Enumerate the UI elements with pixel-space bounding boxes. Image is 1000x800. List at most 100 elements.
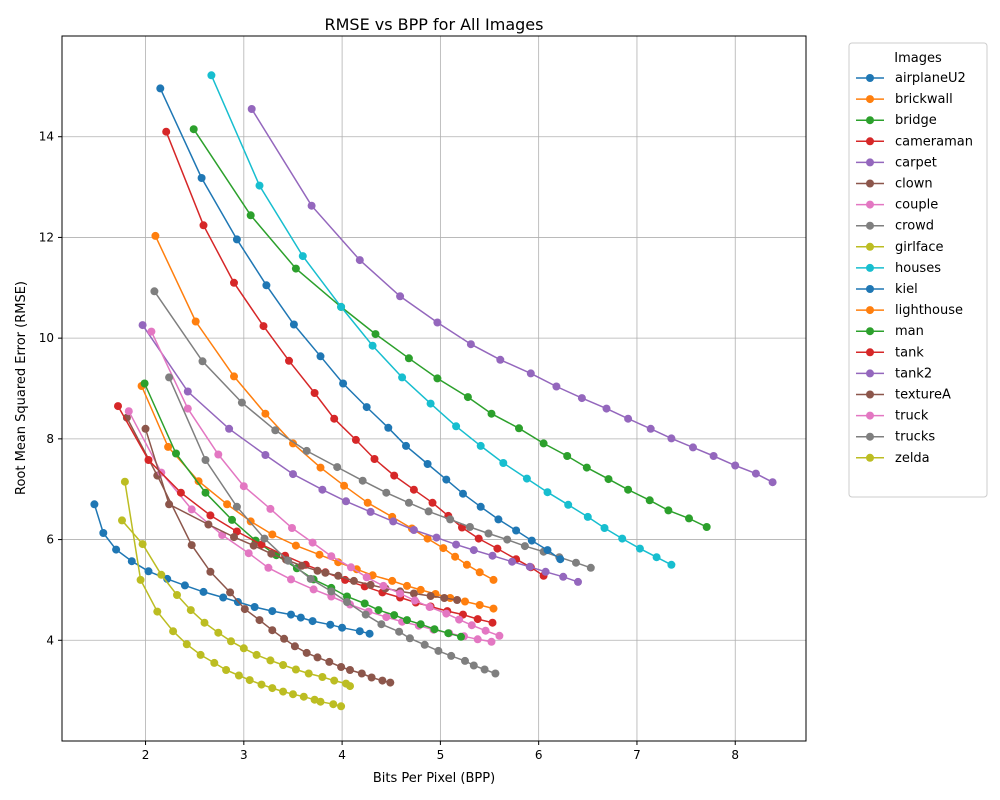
legend-label: carpet	[895, 155, 937, 170]
data-point-kiel	[527, 536, 536, 545]
x-tick-label: 4	[338, 748, 346, 762]
data-point-houses	[255, 181, 264, 190]
data-point-crowd	[271, 426, 280, 435]
data-point-bridge	[515, 424, 523, 433]
y-tick-label: 14	[39, 130, 54, 144]
data-point-zelda	[299, 692, 308, 701]
x-tick-label: 7	[633, 748, 641, 762]
data-point-carpet	[731, 461, 740, 470]
data-point-zelda	[329, 700, 338, 709]
data-point-tank	[144, 456, 153, 464]
legend-marker	[866, 369, 874, 378]
series-truck	[147, 327, 504, 640]
data-point-truck	[308, 538, 317, 547]
data-point-zelda	[182, 640, 191, 649]
data-point-brickwall	[261, 409, 270, 418]
data-point-clown	[357, 669, 366, 678]
data-point-tank2	[452, 540, 461, 549]
data-point-girlface	[291, 665, 300, 674]
data-point-truck	[455, 615, 464, 624]
data-point-man	[140, 379, 149, 388]
data-point-cameraman	[409, 485, 418, 494]
data-point-brickwall	[423, 534, 432, 543]
data-point-brickwall	[230, 372, 238, 381]
data-point-houses	[618, 534, 627, 543]
data-point-tank	[206, 511, 215, 520]
data-point-man	[416, 620, 425, 629]
data-point-trucks	[260, 534, 269, 543]
data-point-kiel	[423, 460, 432, 468]
legend-item-houses: houses	[856, 261, 941, 276]
data-point-crowd	[446, 515, 455, 524]
legend-item-bridge: bridge	[856, 113, 937, 128]
legend-item-man: man	[856, 324, 924, 339]
data-point-trucks	[420, 640, 429, 649]
data-point-cameraman	[310, 389, 319, 397]
data-point-carpet	[577, 394, 586, 403]
data-point-brickwall	[439, 544, 448, 553]
data-point-man	[403, 616, 411, 625]
data-point-lighthouse	[446, 594, 455, 602]
data-point-houses	[635, 544, 644, 553]
data-point-couple	[473, 635, 482, 644]
data-point-cameraman	[370, 455, 379, 463]
data-point-airplaneU2	[199, 587, 208, 596]
data-point-trucks	[469, 661, 478, 670]
data-point-couple	[124, 407, 133, 416]
data-point-houses	[476, 441, 485, 450]
data-point-bridge	[664, 506, 673, 515]
data-point-zelda	[257, 680, 266, 689]
data-point-lighthouse	[388, 576, 397, 585]
legend-item-lighthouse: lighthouse	[856, 303, 963, 318]
legend-item-girlface: girlface	[856, 240, 944, 255]
data-point-bridge	[645, 496, 654, 505]
data-point-couple	[487, 637, 496, 646]
data-point-kiel	[289, 320, 298, 329]
data-point-truck	[481, 626, 490, 635]
data-point-houses	[426, 399, 435, 408]
legend-item-airplaneU2: airplaneU2	[856, 71, 966, 86]
legend-label: kiel	[895, 282, 918, 297]
data-point-trucks	[434, 646, 443, 655]
data-point-clown	[206, 567, 215, 576]
data-point-crowd	[198, 357, 207, 366]
data-point-zelda	[279, 687, 288, 696]
data-point-textureA	[165, 500, 174, 509]
data-point-airplaneU2	[99, 529, 108, 537]
data-point-trucks	[201, 456, 210, 464]
data-point-man	[360, 599, 369, 608]
data-point-carpet	[689, 443, 697, 452]
legend-item-kiel: kiel	[856, 282, 918, 297]
legend-label: tank2	[895, 366, 932, 381]
data-point-tank	[114, 402, 122, 411]
data-point-carpet	[751, 469, 760, 478]
data-point-bridge	[604, 475, 613, 484]
data-point-truck	[239, 482, 248, 491]
data-point-zelda	[210, 658, 219, 667]
data-point-airplaneU2	[90, 500, 99, 509]
data-point-textureA	[230, 533, 238, 542]
data-point-kiel	[459, 489, 467, 498]
data-point-crowd	[465, 523, 474, 531]
data-point-brickwall	[340, 481, 349, 490]
legend-item-cameraman: cameraman	[856, 134, 973, 149]
data-point-bridge	[539, 439, 548, 448]
data-point-textureA	[366, 580, 375, 589]
data-point-carpet	[646, 424, 655, 433]
data-point-crowd	[333, 463, 342, 472]
data-point-couple	[264, 563, 273, 572]
legend-marker	[866, 411, 874, 420]
data-point-girlface	[200, 618, 209, 627]
data-point-crowd	[503, 535, 512, 544]
data-point-carpet	[466, 340, 475, 349]
data-point-tank2	[318, 485, 327, 494]
data-point-man	[201, 488, 210, 497]
data-point-clown	[386, 678, 395, 687]
data-point-clown	[378, 676, 387, 685]
data-point-houses	[667, 560, 676, 569]
data-point-bridge	[404, 354, 413, 363]
data-point-airplaneU2	[180, 581, 189, 590]
series-kiel	[156, 84, 565, 564]
legend-label: cameraman	[895, 134, 973, 149]
legend-marker	[866, 432, 874, 441]
